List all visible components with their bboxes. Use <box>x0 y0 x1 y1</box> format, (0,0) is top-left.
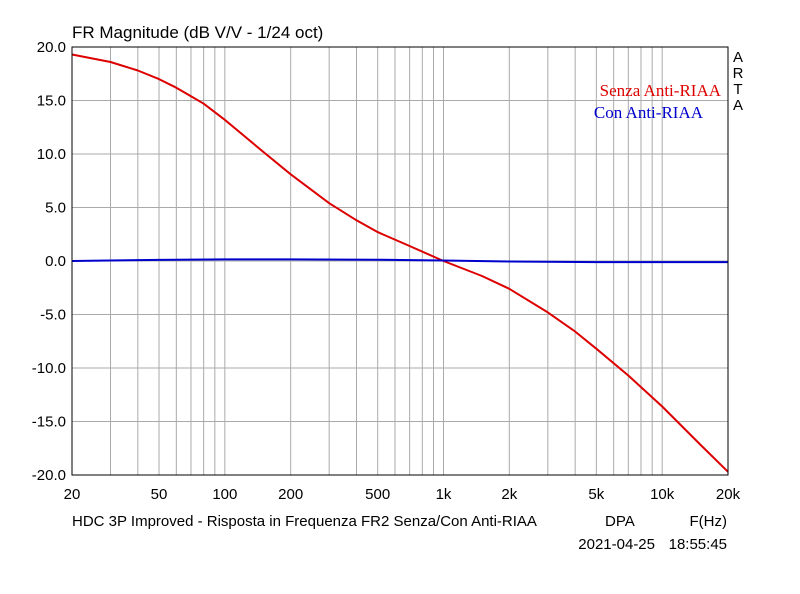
chart-title: FR Magnitude (dB V/V - 1/24 oct) <box>72 23 323 42</box>
footer-caption: HDC 3P Improved - Risposta in Frequenza … <box>72 513 537 530</box>
footer-time: 18:55:45 <box>669 536 727 553</box>
footer-date: 2021-04-25 <box>578 536 655 553</box>
x-tick-label: 500 <box>365 486 390 503</box>
x-tick-label: 100 <box>212 486 237 503</box>
y-tick-label: 20.0 <box>37 39 66 56</box>
legend-senza-anti-riaa: Senza Anti-RIAA <box>600 81 722 100</box>
legend-con-anti-riaa: Con Anti-RIAA <box>594 103 704 122</box>
y-tick-label: 15.0 <box>37 93 66 110</box>
y-tick-label: -20.0 <box>32 467 66 484</box>
y-tick-label: -15.0 <box>32 414 66 431</box>
x-tick-label: 5k <box>588 486 604 503</box>
x-tick-label: 10k <box>650 486 675 503</box>
x-tick-label: 1k <box>436 486 452 503</box>
arta-letter-a2: A <box>733 97 743 114</box>
x-tick-label: 200 <box>278 486 303 503</box>
arta-side-label: A R T A <box>733 49 744 114</box>
y-tick-label: 5.0 <box>45 200 66 217</box>
series-line-0 <box>71 53 729 473</box>
y-tick-label: 0.0 <box>45 253 66 270</box>
series-layer <box>71 53 729 473</box>
x-tick-label: 20k <box>716 486 741 503</box>
tick-label-layer: 20.0 15.0 10.0 5.0 0.0 -5.0 -10.0 -15.0 -20.0 20 5… <box>32 39 741 503</box>
y-tick-label: -5.0 <box>40 307 66 324</box>
series-line-1 <box>71 258 728 264</box>
x-axis-unit: F(Hz) <box>690 513 728 530</box>
y-tick-label: 10.0 <box>37 146 66 163</box>
x-tick-label: 2k <box>501 486 517 503</box>
y-tick-label: -10.0 <box>32 360 66 377</box>
arta-letter-t: T <box>733 81 742 98</box>
arta-letter-a1: A <box>733 49 743 66</box>
plot-frame <box>71 46 729 476</box>
footer: HDC 3P Improved - Risposta in Frequenza … <box>72 513 727 553</box>
footer-brand: DPA <box>605 513 635 530</box>
legend: Senza Anti-RIAA Con Anti-RIAA <box>594 81 722 122</box>
arta-letter-r: R <box>733 65 744 82</box>
x-tick-label: 20 <box>64 486 81 503</box>
x-tick-label: 50 <box>151 486 168 503</box>
